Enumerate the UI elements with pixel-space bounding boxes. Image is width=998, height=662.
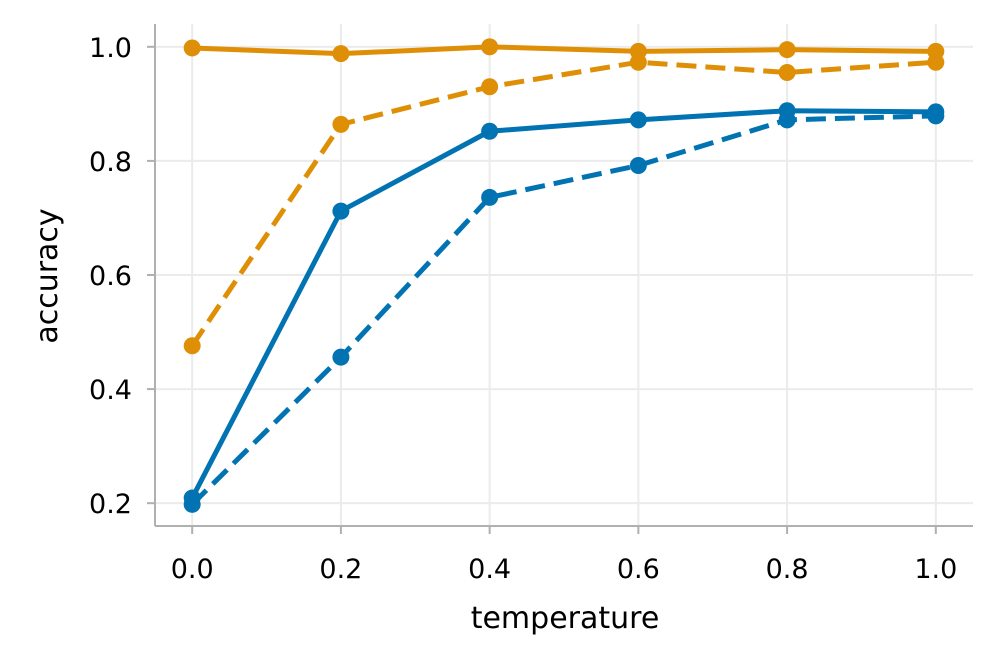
ticks: 0.0 0.2 0.4 0.6 0.8 1.0 0.2 0.4 0.6 0.8 1.0 (89, 33, 957, 585)
series-orange-solid (183, 38, 945, 63)
data-point (629, 111, 647, 129)
data-point (481, 78, 499, 96)
y-tick-label: 0.2 (89, 489, 132, 520)
data-point (183, 495, 201, 513)
x-tick-label: 0.4 (468, 554, 511, 585)
y-tick-label: 0.6 (89, 261, 132, 292)
series-blue-solid (183, 102, 945, 507)
data-point (927, 53, 945, 71)
x-tick-label: 0.8 (766, 554, 809, 585)
data-point (183, 39, 201, 57)
data-point (629, 156, 647, 174)
y-tick-label: 1.0 (89, 33, 132, 64)
x-tick-label: 0.0 (171, 554, 214, 585)
series-line-blue-dashed (190, 113, 936, 507)
data-point (332, 348, 350, 366)
x-axis-label: temperature (471, 601, 660, 636)
y-tick-label: 0.8 (89, 147, 132, 178)
data-point (332, 202, 350, 220)
y-tick-label: 0.4 (89, 375, 132, 406)
series-orange-dashed (183, 53, 945, 355)
data-point (927, 107, 945, 125)
series-line-orange-dashed (190, 59, 936, 348)
x-tick-label: 0.2 (319, 554, 362, 585)
series-blue-dashed (183, 107, 945, 513)
y-axis-label: accuracy (30, 208, 65, 343)
data-point (778, 63, 796, 81)
grid (155, 24, 973, 526)
x-tick-label: 0.6 (617, 554, 660, 585)
data-point (481, 188, 499, 206)
series-line-blue-solid (189, 108, 936, 500)
data-point (332, 115, 350, 133)
data-point (481, 122, 499, 140)
data-point (481, 38, 499, 56)
data-point (778, 41, 796, 59)
series (183, 38, 945, 513)
data-point (778, 111, 796, 129)
data-point (183, 337, 201, 355)
series-line-orange-solid (192, 44, 936, 57)
x-tick-label: 1.0 (914, 554, 957, 585)
data-point (629, 53, 647, 71)
data-point (332, 45, 350, 63)
